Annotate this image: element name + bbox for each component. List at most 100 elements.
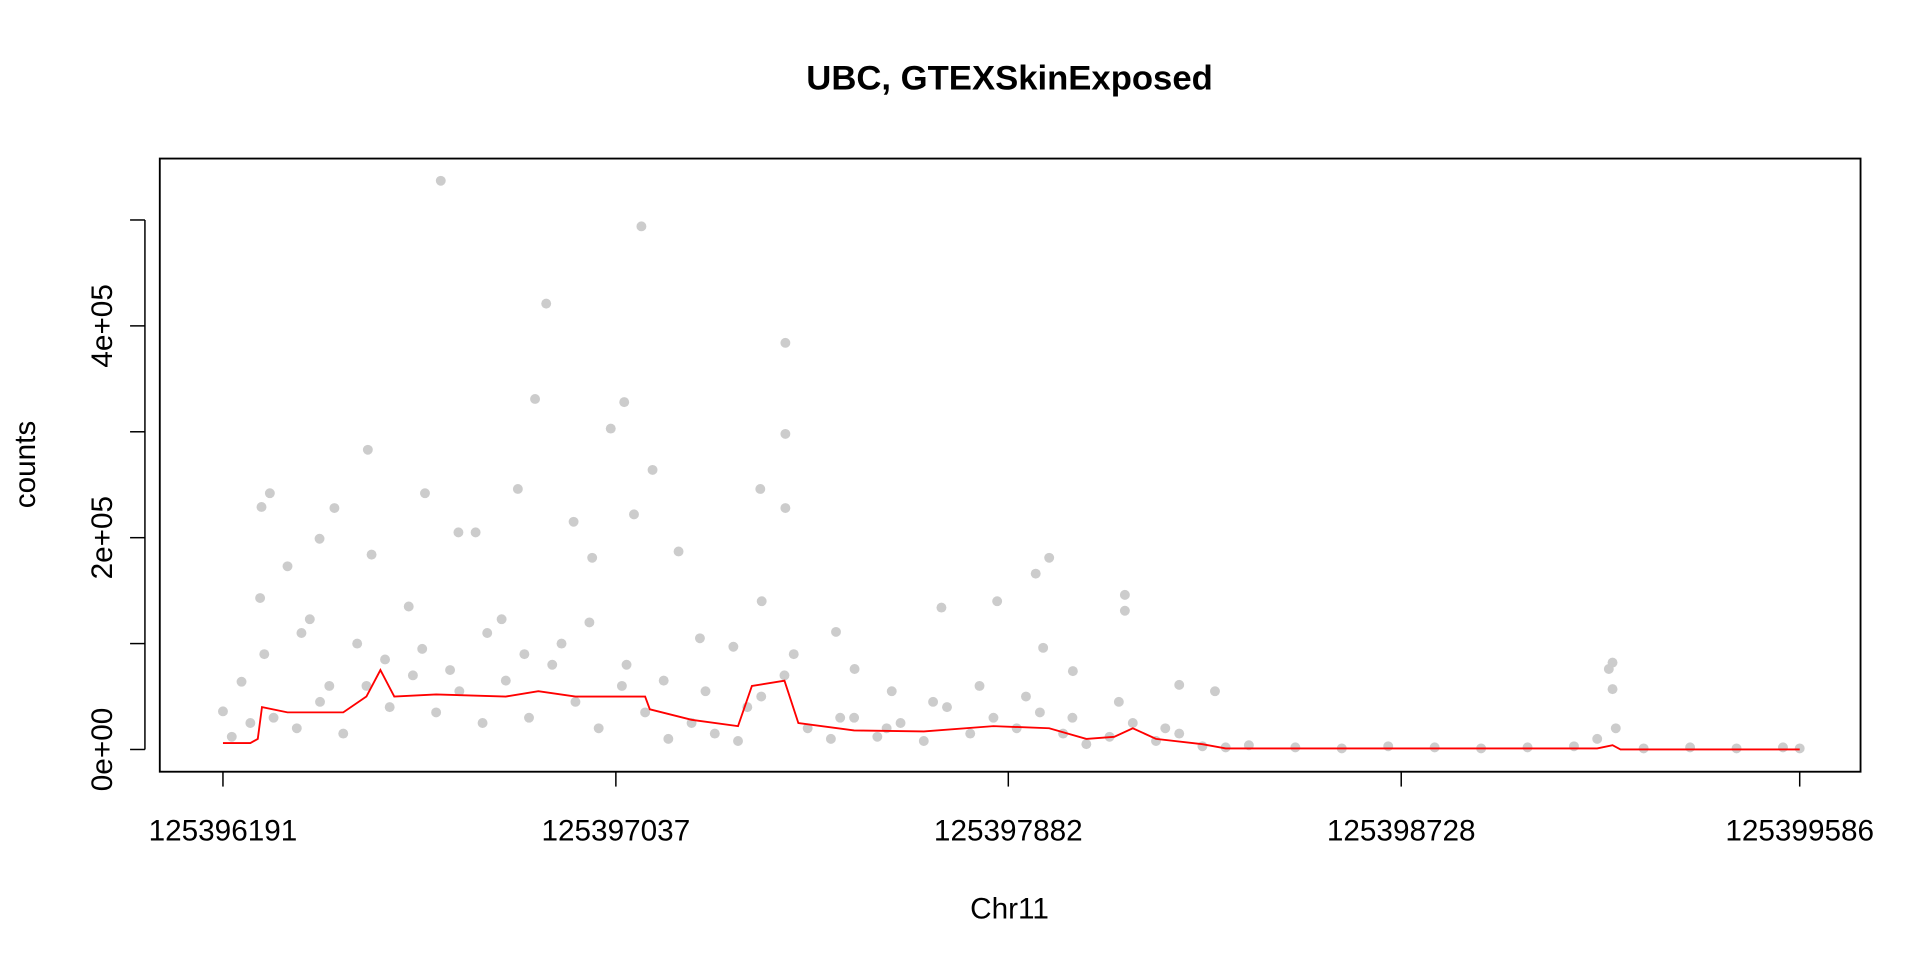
point: [1044, 552, 1055, 563]
point: [403, 601, 414, 612]
point: [1210, 686, 1220, 697]
point: [756, 596, 767, 607]
point: [524, 712, 534, 723]
point: [256, 502, 267, 512]
point: [1685, 742, 1696, 753]
point: [315, 696, 325, 707]
point: [384, 702, 395, 713]
x-tick-label: 125396191: [149, 814, 298, 847]
point: [886, 686, 897, 697]
point: [849, 712, 860, 723]
point: [218, 706, 228, 717]
point: [936, 602, 947, 613]
point: [496, 614, 507, 625]
point: [431, 707, 442, 718]
point: [453, 527, 464, 538]
point: [584, 617, 595, 628]
point: [942, 702, 952, 713]
point: [329, 503, 340, 513]
point: [788, 649, 799, 660]
point: [541, 298, 552, 309]
point: [835, 712, 846, 723]
point: [1034, 707, 1045, 718]
point: [482, 628, 493, 638]
point: [831, 626, 841, 637]
point: [435, 175, 446, 186]
point: [988, 712, 999, 723]
x-tick-label: 125398728: [1327, 814, 1476, 847]
point: [314, 533, 325, 544]
point: [1638, 743, 1649, 754]
point: [992, 596, 1003, 607]
point: [352, 638, 363, 649]
point: [500, 675, 511, 686]
point: [780, 503, 791, 513]
point: [1067, 712, 1078, 723]
point: [530, 393, 541, 404]
point: [255, 593, 266, 603]
point: [1603, 664, 1614, 674]
point: [1160, 723, 1171, 734]
point: [709, 728, 720, 739]
point: [512, 484, 523, 494]
point: [728, 641, 739, 652]
point: [291, 723, 302, 734]
point: [366, 549, 377, 560]
point: [647, 464, 658, 475]
point: [519, 649, 530, 660]
point: [658, 675, 669, 686]
point: [673, 546, 684, 557]
point: [629, 509, 639, 520]
point: [616, 680, 627, 691]
point: [895, 718, 906, 728]
point: [1610, 723, 1621, 734]
point: [974, 680, 985, 691]
point: [1731, 743, 1742, 754]
point: [1021, 691, 1031, 702]
point: [593, 723, 604, 734]
x-axis-label: Chr11: [970, 892, 1049, 925]
point: [568, 516, 579, 527]
point: [640, 707, 651, 718]
point: [605, 423, 616, 434]
point: [918, 736, 929, 746]
point: [1794, 743, 1805, 754]
y-tick-label: 4e+05: [86, 284, 119, 367]
point: [587, 552, 598, 563]
chart-title: UBC, GTEXSkinExposed: [806, 60, 1213, 98]
x-tick-label: 125397037: [541, 814, 690, 847]
y-axis-label: counts: [9, 421, 42, 509]
point: [304, 614, 315, 625]
point: [1067, 666, 1078, 677]
point: [621, 659, 632, 670]
point: [1522, 742, 1533, 753]
point: [362, 444, 373, 455]
point: [226, 731, 237, 742]
point: [1113, 696, 1124, 707]
point: [619, 397, 630, 408]
point: [780, 428, 791, 439]
point: [547, 659, 558, 670]
x-tick-label: 125397882: [934, 814, 1083, 847]
point: [264, 488, 275, 499]
point: [1778, 742, 1788, 753]
trend-line: [222, 668, 1800, 751]
point: [700, 686, 711, 697]
point: [245, 718, 256, 728]
point: [779, 670, 790, 681]
point: [470, 527, 481, 538]
point: [928, 696, 939, 707]
point: [1220, 742, 1231, 753]
point: [755, 484, 766, 494]
point: [1174, 728, 1185, 739]
point: [1174, 679, 1185, 690]
point: [1383, 741, 1394, 752]
point: [380, 654, 390, 665]
point: [236, 676, 247, 687]
point: [802, 723, 813, 734]
point: [556, 638, 567, 649]
point: [282, 561, 293, 572]
point: [324, 680, 335, 691]
point: [477, 718, 488, 728]
